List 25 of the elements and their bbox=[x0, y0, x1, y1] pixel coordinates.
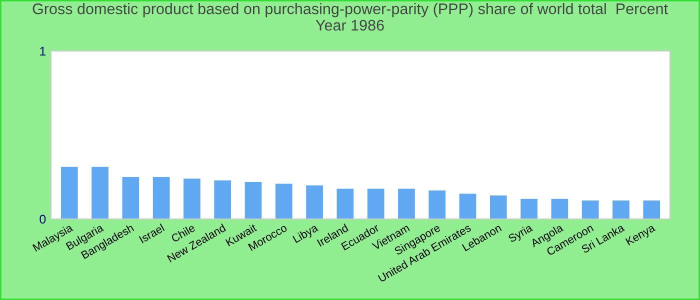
bar bbox=[428, 190, 446, 219]
bar bbox=[92, 166, 108, 219]
y-tick-label: 0 bbox=[40, 214, 46, 224]
bar bbox=[367, 188, 384, 219]
bar bbox=[184, 178, 200, 219]
x-tick-label: Syria bbox=[508, 223, 534, 245]
bar bbox=[60, 166, 78, 219]
bar bbox=[398, 188, 415, 219]
bar bbox=[244, 182, 262, 219]
bar bbox=[275, 184, 292, 219]
bar bbox=[551, 198, 568, 219]
bar bbox=[520, 198, 538, 219]
bar bbox=[152, 177, 170, 219]
bar bbox=[336, 188, 354, 219]
bar bbox=[122, 177, 140, 219]
bar bbox=[612, 200, 630, 219]
chart-title: Gross domestic product based on purchasing-power-parity (PPP) share of world total Percent Year 1986 bbox=[32, 3, 668, 31]
bar bbox=[490, 195, 507, 219]
bar bbox=[306, 185, 323, 219]
bar bbox=[214, 180, 232, 219]
bar bbox=[643, 200, 660, 219]
x-tick-label: Libya bbox=[292, 223, 320, 245]
bar bbox=[582, 200, 599, 219]
y-tick-label: 1 bbox=[40, 46, 46, 56]
bar bbox=[459, 194, 476, 219]
